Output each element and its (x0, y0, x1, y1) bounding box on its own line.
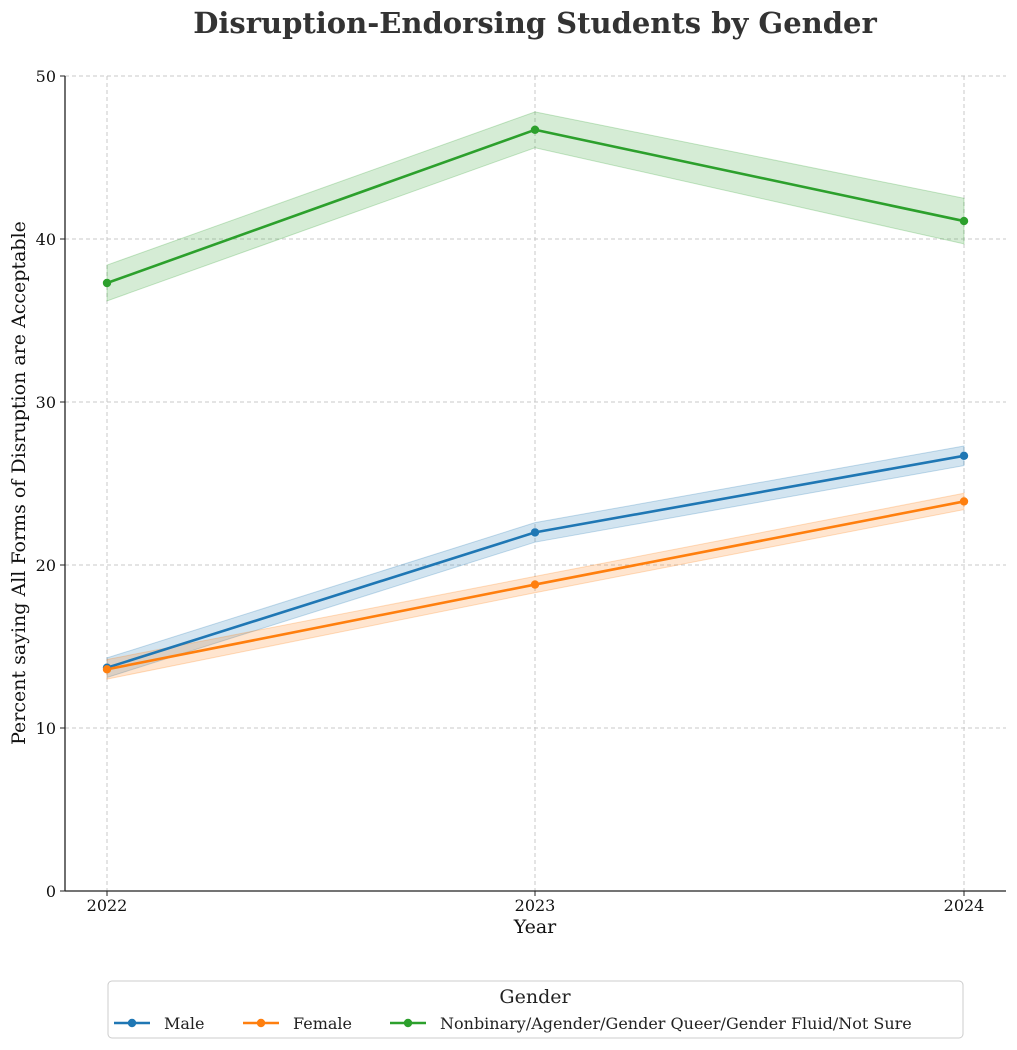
y-tick-label: 10 (36, 719, 56, 738)
y-tick-label: 20 (36, 556, 56, 575)
point-nonbinary-2022 (102, 278, 112, 288)
band-nonbinary (106, 111, 965, 302)
band-male (106, 445, 965, 679)
x-tick-label: 2022 (87, 896, 128, 915)
axes (60, 75, 1006, 896)
legend-items: Male Female Nonbinary/Agender/Gender Queer… (114, 1014, 912, 1033)
legend-marker-nonbinary (403, 1018, 413, 1028)
y-tick-label: 0 (46, 882, 56, 901)
legend-frame (107, 980, 964, 1039)
point-female-2024 (959, 497, 969, 506)
y-tick-label: 50 (36, 67, 56, 86)
legend: Gender Male Female Nonbinary/Agender/Gende… (107, 980, 964, 1039)
legend-marker-male (127, 1018, 137, 1028)
y-tick-label: 40 (36, 230, 56, 249)
legend-marker-female (256, 1018, 266, 1028)
series-points (102, 125, 969, 674)
chart-title: Disruption-Endorsing Students by Gender (193, 6, 877, 40)
tick-labels: 0 10 20 30 40 50 2022 2023 2024 (36, 67, 985, 915)
legend-label-female: Female (293, 1014, 352, 1033)
point-male-2024 (959, 451, 969, 460)
x-tick-label: 2024 (944, 896, 985, 915)
point-female-2022 (102, 665, 112, 674)
y-tick-label: 30 (36, 393, 56, 412)
legend-label-male: Male (164, 1014, 205, 1033)
x-tick-label: 2023 (515, 896, 556, 915)
point-male-2023 (530, 528, 540, 537)
legend-label-nonbinary: Nonbinary/Agender/Gender Queer/Gender Fl… (440, 1014, 912, 1033)
grid (65, 75, 1006, 891)
x-axis-label: Year (513, 916, 557, 938)
point-nonbinary-2024 (959, 216, 969, 226)
point-nonbinary-2023 (530, 125, 540, 134)
legend-title: Gender (499, 986, 571, 1008)
y-axis-label: Percent saying All Forms of Disruption a… (8, 221, 30, 745)
point-female-2023 (530, 580, 540, 589)
